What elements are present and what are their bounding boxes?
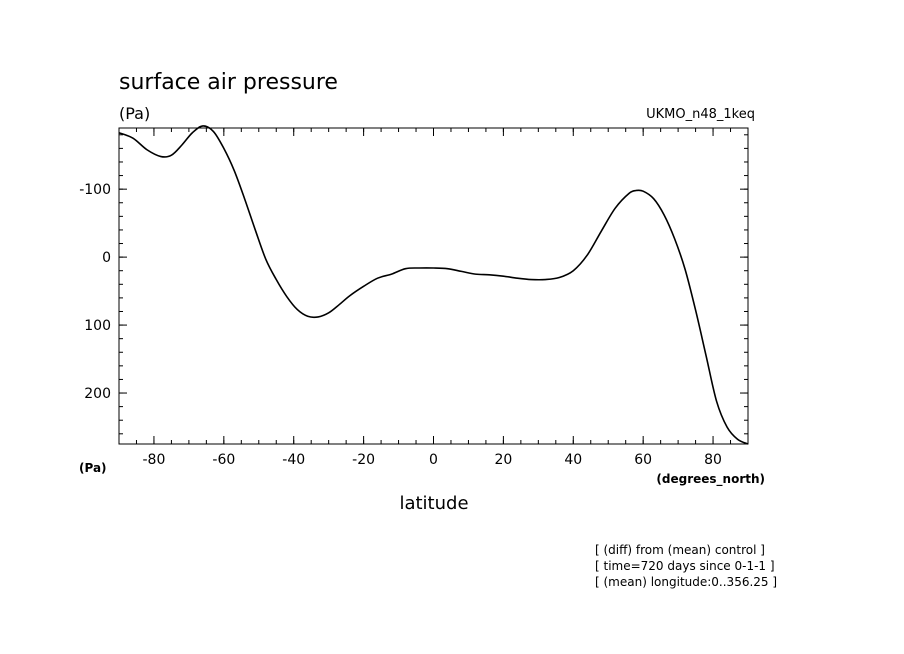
x-axis-title: latitude	[399, 493, 468, 514]
chart-title: surface air pressure	[119, 70, 338, 95]
minor-ticks	[118, 128, 749, 444]
major-ticks	[119, 128, 748, 444]
y-tick-labels: -100 0 100 200	[79, 182, 111, 402]
x-tick-label: -80	[143, 452, 166, 468]
y-tick-label: 200	[84, 386, 111, 402]
footnote-diff: [ (diff) from (mean) control ]	[595, 543, 765, 557]
y-tick-label: -100	[79, 182, 111, 198]
y-unit-bottom: (Pa)	[79, 461, 107, 475]
y-tick-label: 0	[102, 250, 111, 266]
x-tick-label: 20	[494, 452, 512, 468]
data-series-line	[118, 125, 749, 445]
x-tick-label: -60	[212, 452, 235, 468]
footnote-longitude: [ (mean) longitude:0..356.25 ]	[595, 575, 777, 589]
x-tick-label: 40	[564, 452, 582, 468]
x-unit-label: (degrees_north)	[656, 472, 765, 487]
model-label: UKMO_n48_1keq	[646, 107, 755, 122]
x-tick-label: -20	[352, 452, 375, 468]
plot-frame	[118, 127, 749, 445]
footnote-time: [ time=720 days since 0-1-1 ]	[595, 559, 775, 573]
x-tick-labels: -80 -60 -40 -20 0 20 40 60 80	[143, 452, 722, 468]
x-tick-label: 80	[704, 452, 722, 468]
x-tick-label: 60	[634, 452, 652, 468]
y-unit-top: (Pa)	[119, 104, 150, 123]
x-tick-label: 0	[429, 452, 438, 468]
y-tick-label: 100	[84, 318, 111, 334]
x-tick-label: -40	[282, 452, 305, 468]
